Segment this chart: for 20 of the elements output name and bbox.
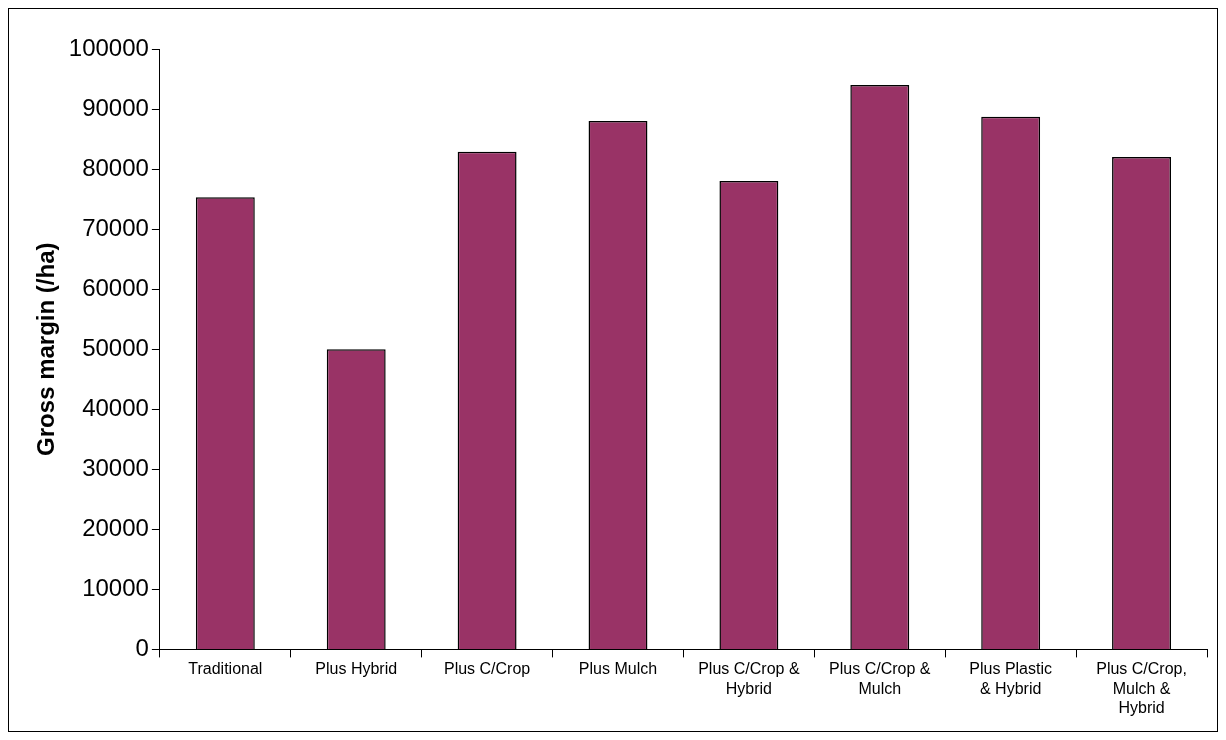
y-tick-label: 40000: [82, 393, 149, 421]
y-axis-title: Gross margin (/ha): [32, 242, 60, 456]
y-tick-label: 0: [135, 634, 149, 662]
x-tick-label: Plus Hybrid: [315, 660, 398, 678]
y-tick-label: 80000: [82, 153, 149, 181]
x-tick-label: Traditional: [188, 660, 263, 678]
y-tick-label: 90000: [82, 93, 149, 121]
y-tick-label: 30000: [82, 453, 149, 481]
y-tick-label: 100000: [68, 33, 149, 61]
y-tick-label: 20000: [82, 513, 149, 541]
y-tick-label: 50000: [82, 333, 149, 361]
x-tick-label: Plus Mulch: [578, 660, 658, 678]
y-tick-label: 10000: [82, 573, 149, 601]
x-tick-label: Plus C/Crop: [443, 660, 531, 678]
x-tick-label: Plus Plastic & Hybrid: [969, 660, 1053, 697]
y-tick-label: 70000: [82, 213, 149, 241]
x-tick-label: Plus C/Crop, Mulch & Hybrid: [1096, 660, 1187, 716]
y-tick-label: 60000: [82, 273, 149, 301]
x-tick-label: Plus C/Crop & Hybrid: [698, 660, 800, 697]
x-tick-label: Plus C/Crop & Mulch: [829, 660, 931, 697]
